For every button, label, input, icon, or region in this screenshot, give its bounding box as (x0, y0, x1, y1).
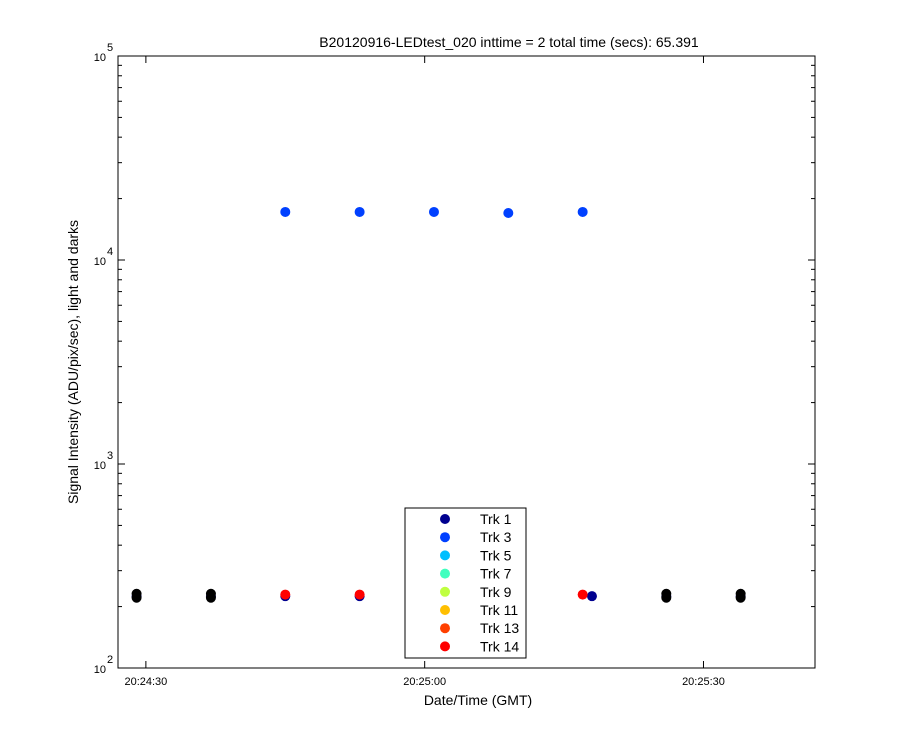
data-point (577, 206, 588, 217)
data-point (205, 592, 216, 603)
data-point (661, 592, 672, 603)
data-point (131, 592, 142, 603)
y-tick-exponent: 5 (107, 42, 113, 54)
legend-marker (440, 568, 450, 579)
y-tick-label: 10 (94, 52, 106, 64)
data-point (354, 206, 365, 217)
data-point (354, 589, 365, 600)
legend-marker (440, 550, 450, 561)
y-tick-label: 10 (94, 256, 106, 268)
y-axis-label: Signal Intensity (ADU/pix/sec), light an… (65, 220, 81, 504)
chart-title: B20120916-LEDtest_020 inttime = 2 total … (319, 34, 699, 50)
legend-marker (440, 514, 450, 524)
legend-box (404, 507, 527, 659)
x-tick-label: 20:25:30 (682, 676, 725, 688)
data-point (577, 589, 588, 600)
legend-label: Trk 9 (480, 584, 512, 600)
legend-marker (440, 641, 450, 652)
y-tick-exponent: 2 (107, 654, 113, 666)
legend-marker (440, 586, 450, 597)
data-points (131, 206, 746, 603)
data-point (280, 206, 291, 217)
y-tick-label: 10 (94, 460, 106, 472)
y-tick-exponent: 3 (107, 450, 113, 462)
legend-label: Trk 14 (480, 638, 519, 654)
data-point (503, 207, 514, 218)
legend-marker (440, 532, 450, 543)
legend-label: Trk 1 (480, 511, 512, 527)
data-point (280, 589, 291, 600)
data-point (735, 592, 746, 603)
x-axis-label: Date/Time (GMT) (424, 692, 532, 708)
legend-label: Trk 3 (480, 529, 512, 545)
y-tick-exponent: 4 (107, 246, 113, 258)
data-point (428, 206, 439, 217)
x-tick-label: 20:25:00 (403, 676, 446, 688)
legend-label: Trk 13 (480, 620, 519, 636)
legend-label: Trk 11 (480, 602, 518, 618)
x-tick-label: 20:24:30 (124, 676, 167, 688)
legend: Trk 1 Trk 3 Trk 5 Trk 7 Trk 9 Trk 11 Trk 13 Trk… (404, 507, 527, 659)
legend-marker (440, 605, 450, 615)
data-point (586, 591, 597, 602)
legend-label: Trk 7 (480, 566, 512, 582)
legend-marker (440, 623, 450, 634)
y-tick-label: 10 (94, 664, 106, 676)
legend-label: Trk 5 (480, 547, 512, 563)
